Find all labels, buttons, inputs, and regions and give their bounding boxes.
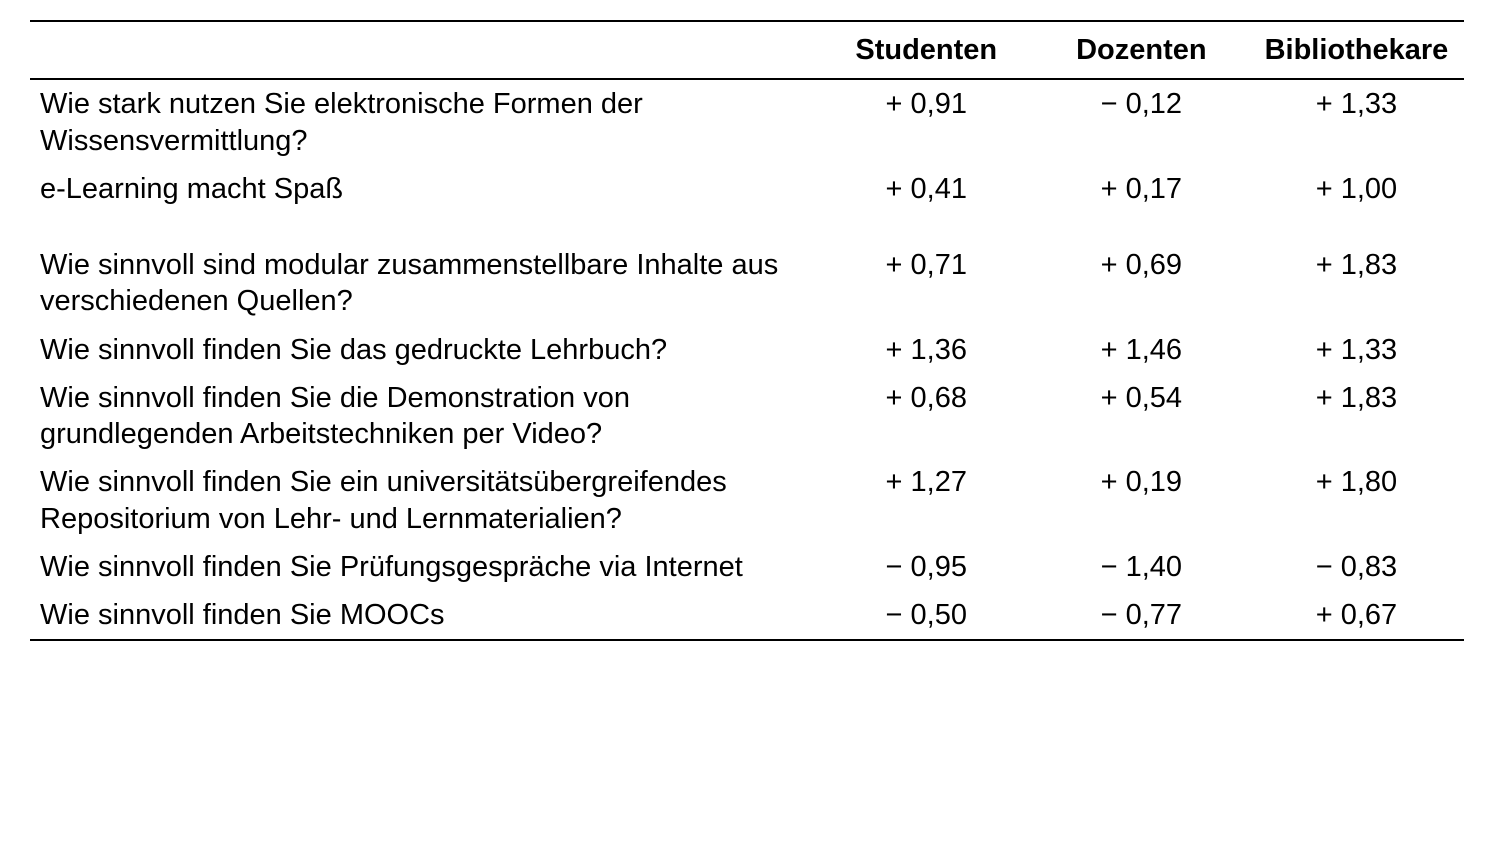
- question-cell: e-Learning macht Spaß: [30, 165, 819, 213]
- table-row: e-Learning macht Spaß + 0,41 + 0,17 + 1,…: [30, 165, 1464, 213]
- value-cell: + 1,46: [1034, 326, 1249, 374]
- col-header-bibliothekare: Bibliothekare: [1249, 21, 1464, 79]
- question-cell: Wie sinnvoll finden Sie das gedruckte Le…: [30, 326, 819, 374]
- value-cell: − 0,50: [819, 591, 1034, 640]
- value-cell: − 0,12: [1034, 79, 1249, 165]
- value-cell: + 0,67: [1249, 591, 1464, 640]
- value-cell: + 0,17: [1034, 165, 1249, 213]
- question-cell: Wie sinnvoll finden Sie ein universitäts…: [30, 458, 819, 543]
- value-cell: + 0,19: [1034, 458, 1249, 543]
- table-row: Wie stark nutzen Sie elektronische Forme…: [30, 79, 1464, 165]
- value-cell: + 0,54: [1034, 374, 1249, 459]
- value-cell: + 1,80: [1249, 458, 1464, 543]
- value-cell: + 1,33: [1249, 79, 1464, 165]
- col-header-dozenten: Dozenten: [1034, 21, 1249, 79]
- value-cell: − 0,83: [1249, 543, 1464, 591]
- question-cell: Wie stark nutzen Sie elektronische Forme…: [30, 79, 819, 165]
- table-row: Wie sinnvoll finden Sie das gedruckte Le…: [30, 326, 1464, 374]
- value-cell: + 1,00: [1249, 165, 1464, 213]
- table-body: Wie stark nutzen Sie elektronische Forme…: [30, 79, 1464, 640]
- value-cell: − 1,40: [1034, 543, 1249, 591]
- section-gap: [30, 213, 1464, 241]
- question-cell: Wie sinnvoll finden Sie MOOCs: [30, 591, 819, 640]
- question-cell: Wie sinnvoll finden Sie die Demonstratio…: [30, 374, 819, 459]
- table-header-row: Studenten Dozenten Bibliothekare: [30, 21, 1464, 79]
- question-cell: Wie sinnvoll sind modular zusammenstellb…: [30, 241, 819, 326]
- col-header-question: [30, 21, 819, 79]
- table-row: Wie sinnvoll finden Sie ein universitäts…: [30, 458, 1464, 543]
- value-cell: + 0,68: [819, 374, 1034, 459]
- value-cell: + 1,36: [819, 326, 1034, 374]
- value-cell: + 0,91: [819, 79, 1034, 165]
- table-row: Wie sinnvoll finden Sie Prüfungsgespräch…: [30, 543, 1464, 591]
- table-row: Wie sinnvoll sind modular zusammenstellb…: [30, 241, 1464, 326]
- value-cell: + 1,83: [1249, 241, 1464, 326]
- col-header-studenten: Studenten: [819, 21, 1034, 79]
- question-cell: Wie sinnvoll finden Sie Prüfungsgespräch…: [30, 543, 819, 591]
- value-cell: + 0,41: [819, 165, 1034, 213]
- table-row: Wie sinnvoll finden Sie die Demonstratio…: [30, 374, 1464, 459]
- value-cell: + 1,83: [1249, 374, 1464, 459]
- value-cell: + 1,33: [1249, 326, 1464, 374]
- survey-table: Studenten Dozenten Bibliothekare Wie sta…: [30, 20, 1464, 641]
- value-cell: + 0,69: [1034, 241, 1249, 326]
- value-cell: + 0,71: [819, 241, 1034, 326]
- value-cell: + 1,27: [819, 458, 1034, 543]
- value-cell: − 0,77: [1034, 591, 1249, 640]
- table-row: Wie sinnvoll finden Sie MOOCs − 0,50 − 0…: [30, 591, 1464, 640]
- value-cell: − 0,95: [819, 543, 1034, 591]
